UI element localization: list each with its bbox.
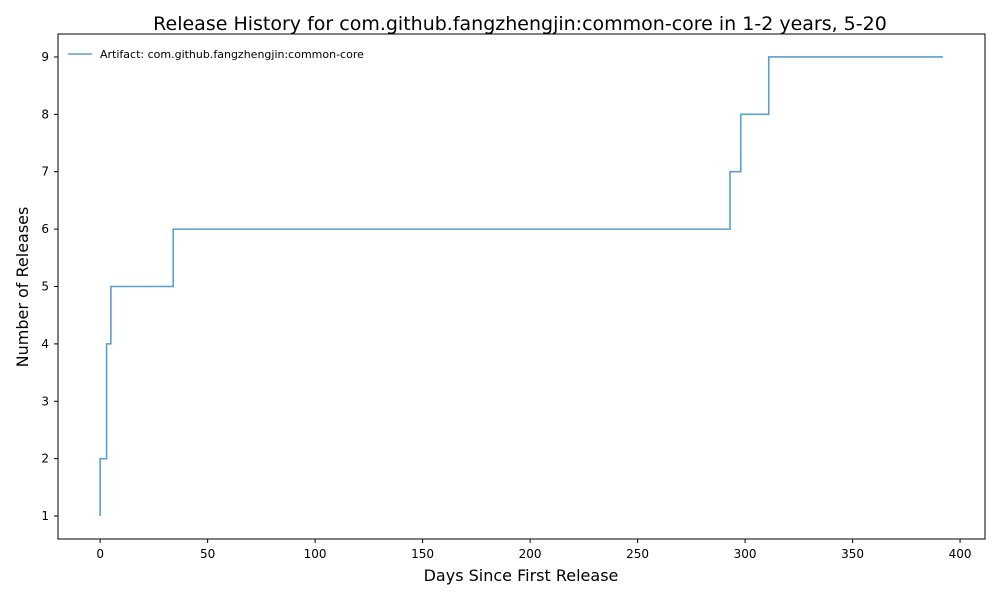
plot-area bbox=[99, 56, 943, 517]
x-tick-label: 50 bbox=[200, 547, 215, 561]
y-tick-label: 6 bbox=[41, 222, 49, 236]
x-tick-label: 300 bbox=[734, 547, 757, 561]
x-tick-label: 400 bbox=[949, 547, 972, 561]
y-axis: 1 2 3 4 5 6 7 8 9 bbox=[41, 50, 58, 523]
x-tick-label: 250 bbox=[626, 547, 649, 561]
legend-label: Artifact: com.github.fangzhengjin:common… bbox=[100, 48, 364, 61]
y-tick-label: 4 bbox=[41, 337, 49, 351]
x-tick-label: 100 bbox=[304, 547, 327, 561]
y-tick-label: 7 bbox=[41, 165, 49, 179]
x-tick-label: 150 bbox=[411, 547, 434, 561]
x-tick-label: 0 bbox=[96, 547, 104, 561]
y-axis-title: Number of Releases bbox=[13, 207, 32, 368]
y-tick-label: 9 bbox=[41, 50, 49, 64]
x-tick-label: 350 bbox=[841, 547, 864, 561]
x-tick-label: 200 bbox=[519, 547, 542, 561]
legend: Artifact: com.github.fangzhengjin:common… bbox=[68, 48, 364, 61]
y-tick-label: 8 bbox=[41, 107, 49, 121]
x-axis: 0 50 100 150 200 250 300 350 400 bbox=[96, 539, 972, 561]
y-tick-label: 5 bbox=[41, 280, 49, 294]
y-tick-label: 3 bbox=[41, 394, 49, 408]
chart-title: Release History for com.github.fangzheng… bbox=[153, 13, 887, 35]
y-tick-label: 1 bbox=[41, 509, 49, 523]
series-line bbox=[99, 56, 943, 517]
x-axis-title: Days Since First Release bbox=[424, 566, 619, 585]
y-tick-label: 2 bbox=[41, 452, 49, 466]
